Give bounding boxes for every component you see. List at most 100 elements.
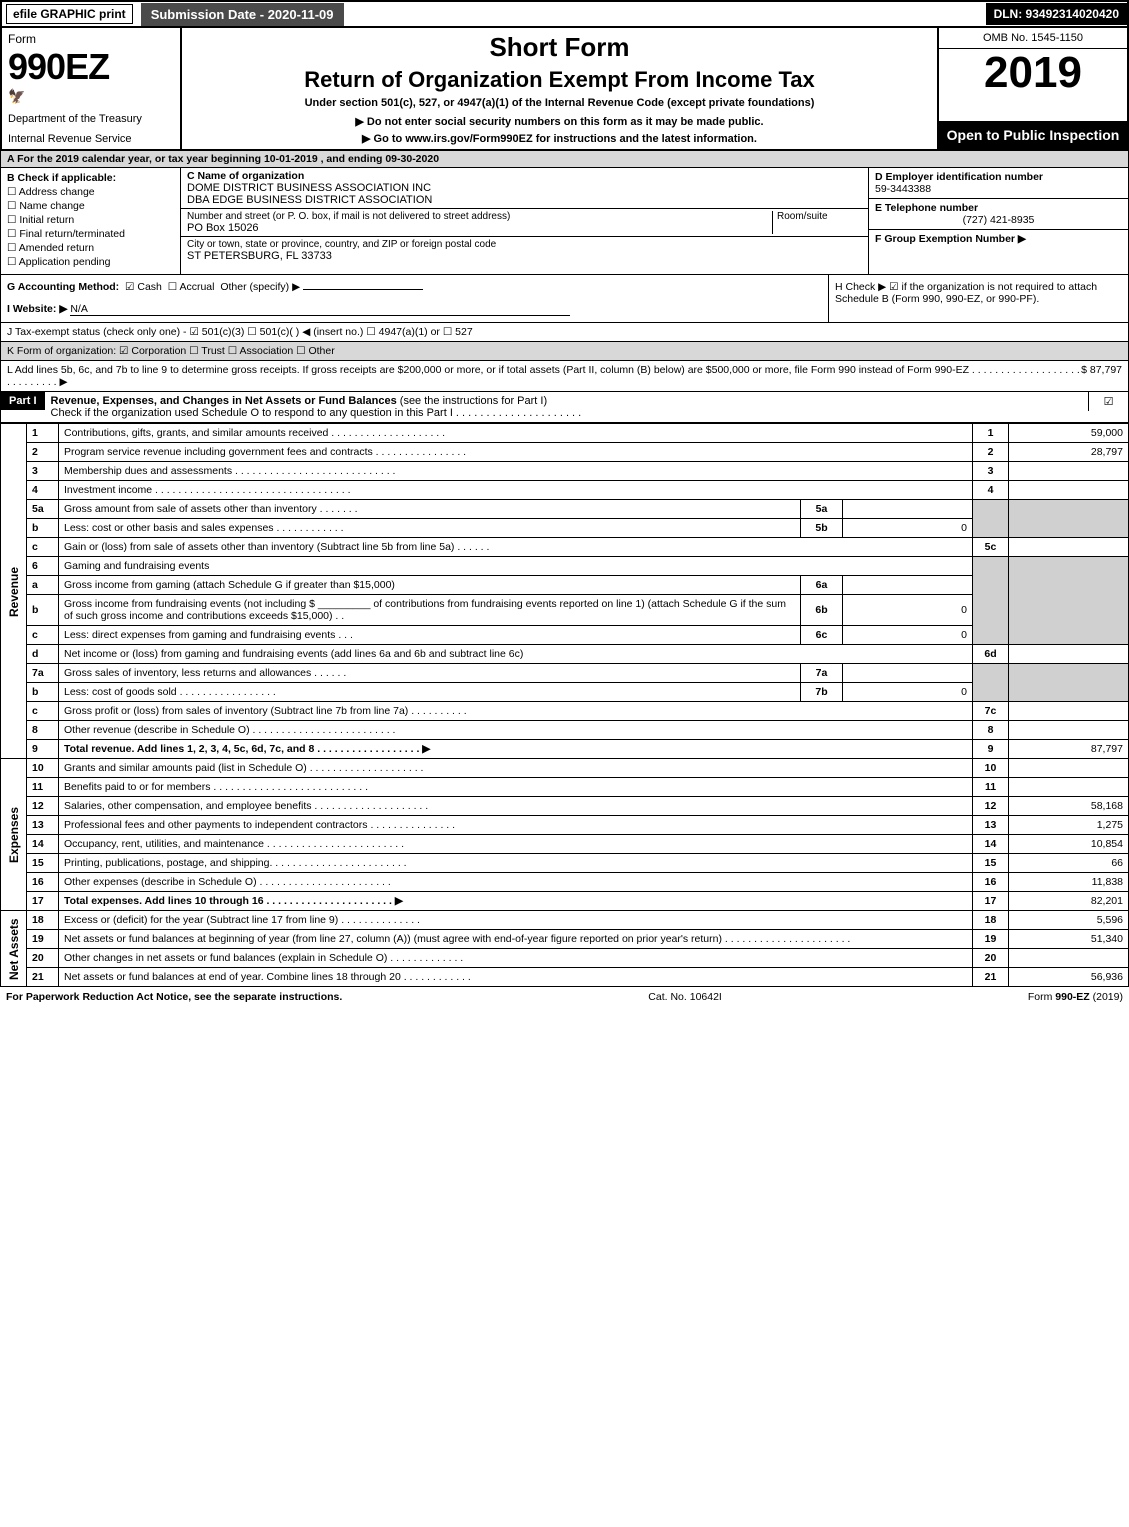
table-row: b Gross income from fundraising events (…: [1, 595, 1129, 626]
subtitle-goto-link[interactable]: ▶ Go to www.irs.gov/Form990EZ for instru…: [362, 132, 757, 145]
form-header: Form 990EZ 🦅 Department of the Treasury …: [0, 28, 1129, 151]
table-row: 16 Other expenses (describe in Schedule …: [1, 873, 1129, 892]
table-row: Revenue 1 Contributions, gifts, grants, …: [1, 424, 1129, 443]
part1-checkline: Check if the organization used Schedule …: [51, 407, 582, 419]
side-expenses: Expenses: [1, 759, 27, 911]
entity-info-block: B Check if applicable: ☐ Address change …: [0, 168, 1129, 275]
table-row: 21 Net assets or fund balances at end of…: [1, 968, 1129, 987]
line-1-num: 1: [27, 424, 59, 443]
irs-name: Internal Revenue Service: [8, 133, 174, 145]
table-row: Expenses 10 Grants and similar amounts p…: [1, 759, 1129, 778]
box-d-e-f: D Employer identification number 59-3443…: [868, 168, 1128, 274]
table-row: 19 Net assets or fund balances at beginn…: [1, 930, 1129, 949]
title-short-form: Short Form: [489, 32, 629, 63]
table-row: 20 Other changes in net assets or fund b…: [1, 949, 1129, 968]
efile-print-button[interactable]: efile GRAPHIC print: [6, 4, 133, 24]
line-1-desc: Contributions, gifts, grants, and simila…: [59, 424, 973, 443]
acct-other-input[interactable]: [303, 289, 423, 290]
dept-treasury: Department of the Treasury: [8, 113, 174, 125]
open-to-public-box: Open to Public Inspection: [939, 121, 1127, 149]
table-row: 14 Occupancy, rent, utilities, and maint…: [1, 835, 1129, 854]
row-k-form-of-org: K Form of organization: ☑ Corporation ☐ …: [0, 342, 1129, 361]
table-row: d Net income or (loss) from gaming and f…: [1, 645, 1129, 664]
dln-label: DLN: 93492314020420: [986, 3, 1127, 25]
website-label: I Website: ▶: [7, 303, 67, 315]
footer-paperwork: For Paperwork Reduction Act Notice, see …: [6, 991, 342, 1003]
part1-title: Revenue, Expenses, and Changes in Net As…: [45, 392, 1088, 422]
omb-number: OMB No. 1545-1150: [939, 28, 1127, 49]
part1-check[interactable]: ☑: [1088, 392, 1128, 411]
tax-year: 2019: [939, 49, 1127, 97]
row-h-schedule-b: H Check ▶ ☑ if the organization is not r…: [828, 275, 1128, 322]
subtitle-ssn-warning: ▶ Do not enter social security numbers o…: [355, 115, 763, 128]
header-title-block: Short Form Return of Organization Exempt…: [182, 28, 937, 149]
table-row: 8 Other revenue (describe in Schedule O)…: [1, 721, 1129, 740]
acct-other[interactable]: Other (specify) ▶: [220, 281, 300, 293]
table-row: 15 Printing, publications, postage, and …: [1, 854, 1129, 873]
footer-catno: Cat. No. 10642I: [648, 991, 722, 1003]
table-row: c Less: direct expenses from gaming and …: [1, 626, 1129, 645]
row-j-tax-exempt-status: J Tax-exempt status (check only one) - ☑…: [0, 323, 1129, 342]
ein-label: D Employer identification number: [875, 171, 1122, 183]
side-revenue: Revenue: [1, 424, 27, 759]
table-row: 9 Total revenue. Add lines 1, 2, 3, 4, 5…: [1, 740, 1129, 759]
table-row: c Gross profit or (loss) from sales of i…: [1, 702, 1129, 721]
acct-cash[interactable]: Cash: [137, 281, 162, 293]
room-suite-label: Room/suite: [772, 211, 862, 234]
ein-value: 59-3443388: [875, 183, 1122, 195]
part1-header-row: Part I Revenue, Expenses, and Changes in…: [0, 392, 1129, 423]
footer-form-id: Form 990-EZ (2019): [1028, 991, 1123, 1003]
table-row: 2 Program service revenue including gove…: [1, 443, 1129, 462]
table-row: 13 Professional fees and other payments …: [1, 816, 1129, 835]
city-value: ST PETERSBURG, FL 33733: [187, 250, 862, 262]
chk-application-pending[interactable]: ☐ Application pending: [7, 256, 174, 268]
table-row: b Less: cost or other basis and sales ex…: [1, 519, 1129, 538]
page-footer: For Paperwork Reduction Act Notice, see …: [0, 987, 1129, 1007]
top-bar: efile GRAPHIC print Submission Date - 20…: [0, 0, 1129, 28]
row-g-accounting: G Accounting Method: ☑ Cash ☐ Accrual Ot…: [1, 275, 828, 322]
org-name-2: DBA EDGE BUSINESS DISTRICT ASSOCIATION: [187, 194, 862, 206]
chk-address-change[interactable]: ☐ Address change: [7, 186, 174, 198]
line-1-ref: 1: [973, 424, 1009, 443]
acct-accrual[interactable]: Accrual: [179, 281, 214, 293]
part1-label: Part I: [1, 392, 45, 410]
chk-amended-return[interactable]: ☐ Amended return: [7, 242, 174, 254]
line-a-tax-year: A For the 2019 calendar year, or tax yea…: [0, 151, 1129, 168]
header-right: OMB No. 1545-1150 2019 Open to Public In…: [937, 28, 1127, 149]
table-row: 6 Gaming and fundraising events: [1, 557, 1129, 576]
subtitle-section: Under section 501(c), 527, or 4947(a)(1)…: [305, 97, 815, 109]
irs-seal-icon: 🦅: [8, 88, 174, 105]
row-l-gross-receipts: L Add lines 5b, 6c, and 7b to line 9 to …: [0, 361, 1129, 392]
city-label: City or town, state or province, country…: [187, 239, 862, 250]
chk-initial-return[interactable]: ☐ Initial return: [7, 214, 174, 226]
box-b-label: B Check if applicable:: [7, 172, 174, 184]
table-row: 3 Membership dues and assessments . . . …: [1, 462, 1129, 481]
row-l-amount: $ 87,797: [1081, 364, 1122, 388]
table-row: 7a Gross sales of inventory, less return…: [1, 664, 1129, 683]
table-row: 5a Gross amount from sale of assets othe…: [1, 500, 1129, 519]
table-row: Net Assets 18 Excess or (deficit) for th…: [1, 911, 1129, 930]
phone-label: E Telephone number: [875, 202, 1122, 214]
table-row: a Gross income from gaming (attach Sched…: [1, 576, 1129, 595]
line-1-val: 59,000: [1009, 424, 1129, 443]
org-name-1: DOME DISTRICT BUSINESS ASSOCIATION INC: [187, 182, 862, 194]
group-exemption-label: F Group Exemption Number ▶: [875, 233, 1122, 245]
accounting-method-label: G Accounting Method:: [7, 281, 119, 293]
header-left: Form 990EZ 🦅 Department of the Treasury …: [2, 28, 182, 149]
phone-value: (727) 421-8935: [875, 214, 1122, 226]
table-row: 17 Total expenses. Add lines 10 through …: [1, 892, 1129, 911]
table-row: b Less: cost of goods sold . . . . . . .…: [1, 683, 1129, 702]
form-number: 990EZ: [8, 46, 174, 88]
chk-final-return[interactable]: ☐ Final return/terminated: [7, 228, 174, 240]
box-c-name-label: C Name of organization: [187, 170, 862, 182]
side-net-assets: Net Assets: [1, 911, 27, 987]
street-value: PO Box 15026: [187, 222, 772, 234]
row-l-text: L Add lines 5b, 6c, and 7b to line 9 to …: [7, 364, 1081, 388]
chk-name-change[interactable]: ☐ Name change: [7, 200, 174, 212]
box-c-name-address: C Name of organization DOME DISTRICT BUS…: [181, 168, 868, 274]
table-row: 4 Investment income . . . . . . . . . . …: [1, 481, 1129, 500]
table-row: 11 Benefits paid to or for members . . .…: [1, 778, 1129, 797]
street-label: Number and street (or P. O. box, if mail…: [187, 211, 772, 222]
website-value: N/A: [70, 303, 570, 316]
box-b-checkboxes: B Check if applicable: ☐ Address change …: [1, 168, 181, 274]
